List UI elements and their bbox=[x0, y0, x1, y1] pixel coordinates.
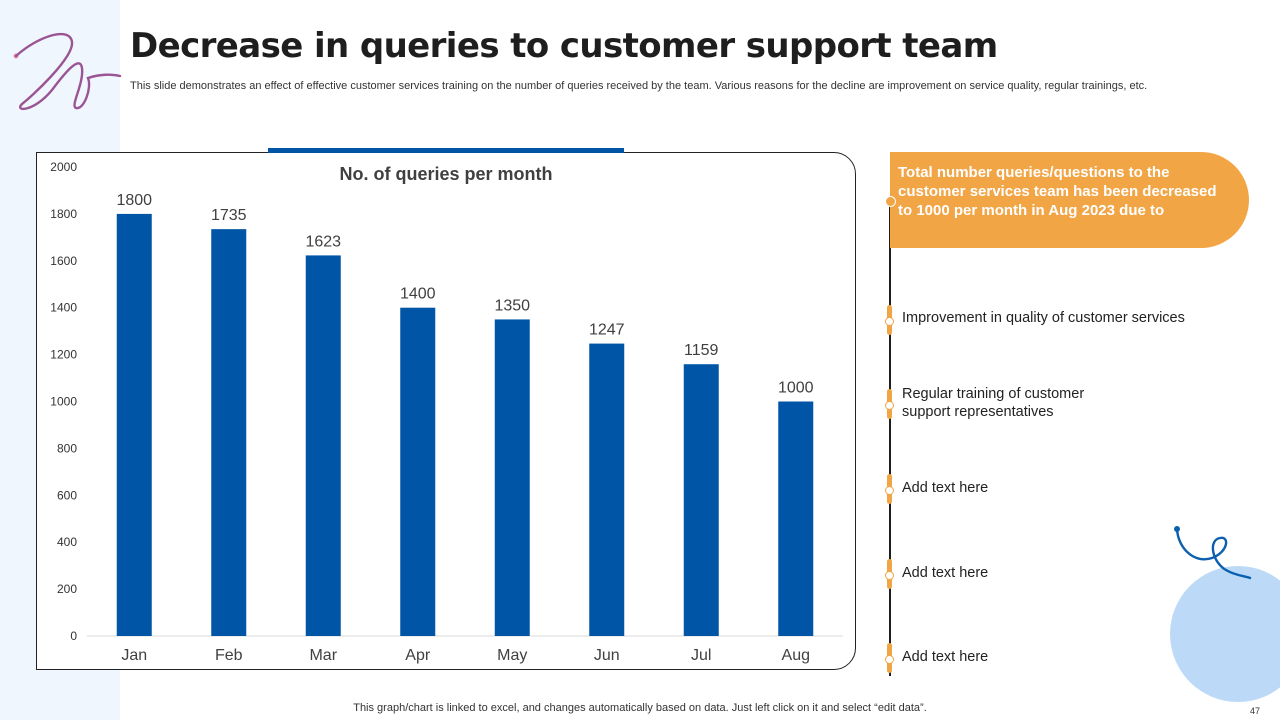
timeline-dot bbox=[885, 486, 894, 495]
y-tick-label: 2000 bbox=[50, 160, 77, 174]
callout-text: Total number queries/questions to the cu… bbox=[898, 164, 1217, 219]
timeline-item-text: Regular training of customer support rep… bbox=[902, 386, 1085, 420]
callout-dot bbox=[885, 196, 896, 207]
bar-mar bbox=[305, 255, 341, 636]
timeline-item-text: Add text here bbox=[902, 649, 989, 665]
data-label: 1735 bbox=[211, 207, 247, 224]
squiggle-icon bbox=[1174, 526, 1252, 580]
y-tick-label: 600 bbox=[57, 488, 77, 502]
bar-may bbox=[494, 319, 530, 636]
bar-aug bbox=[778, 401, 814, 636]
chart-top-accent bbox=[268, 148, 624, 153]
y-tick-label: 0 bbox=[70, 629, 77, 643]
timeline-dot bbox=[885, 655, 894, 664]
data-label: 1623 bbox=[305, 233, 341, 250]
data-label: 1247 bbox=[589, 322, 625, 339]
bar-jan bbox=[116, 213, 152, 636]
y-tick-label: 400 bbox=[57, 535, 77, 549]
x-tick-label: Aug bbox=[782, 647, 810, 664]
bar-feb bbox=[211, 229, 247, 636]
data-label: 1800 bbox=[116, 192, 152, 209]
x-tick-label: Jan bbox=[121, 647, 147, 664]
y-tick-label: 200 bbox=[57, 582, 77, 596]
x-tick-label: May bbox=[497, 647, 527, 664]
bar-jul bbox=[683, 364, 719, 636]
page-title: Decrease in queries to customer support … bbox=[130, 26, 998, 66]
x-tick-label: Jun bbox=[594, 647, 620, 664]
y-tick-label: 800 bbox=[57, 441, 77, 455]
timeline-item-text: Improvement in quality of customer servi… bbox=[902, 310, 1185, 326]
timeline-line bbox=[889, 200, 891, 676]
timeline-dot bbox=[885, 401, 894, 410]
decor-circle bbox=[1170, 566, 1280, 702]
timeline-item-text: Add text here bbox=[902, 565, 989, 581]
x-tick-label: Feb bbox=[215, 647, 243, 664]
x-tick-label: Apr bbox=[405, 647, 431, 664]
y-tick-label: 1200 bbox=[50, 348, 77, 362]
page-number: 47 bbox=[1250, 706, 1261, 716]
y-tick-label: 1800 bbox=[50, 207, 77, 221]
timeline-item-text: Add text here bbox=[902, 480, 989, 496]
chart-container[interactable]: No. of queries per month 0 200 400 600 800 100… bbox=[36, 152, 856, 670]
data-label: 1000 bbox=[778, 380, 814, 397]
chart-footnote: This graph/chart is linked to excel, and… bbox=[353, 702, 927, 714]
bar-jun bbox=[589, 343, 625, 636]
y-tick-label: 1400 bbox=[50, 301, 77, 315]
data-label: 1159 bbox=[684, 342, 719, 359]
data-label: 1400 bbox=[400, 286, 436, 303]
bar-chart[interactable]: No. of queries per month 0 200 400 600 800 100… bbox=[37, 153, 857, 671]
summary-callout: Total number queries/questions to the cu… bbox=[890, 152, 1249, 248]
y-tick-label: 1000 bbox=[50, 395, 77, 409]
data-label: 1350 bbox=[494, 297, 530, 314]
signature-swirl-icon bbox=[13, 32, 122, 111]
timeline-dot bbox=[885, 317, 894, 326]
x-tick-label: Jul bbox=[691, 647, 711, 664]
page-subtitle: This slide demonstrates an effect of eff… bbox=[130, 80, 1148, 92]
bar-apr bbox=[400, 307, 436, 636]
chart-title: No. of queries per month bbox=[339, 164, 552, 184]
y-tick-label: 1600 bbox=[50, 254, 77, 268]
timeline-dot bbox=[885, 571, 894, 580]
x-tick-label: Mar bbox=[309, 647, 337, 664]
